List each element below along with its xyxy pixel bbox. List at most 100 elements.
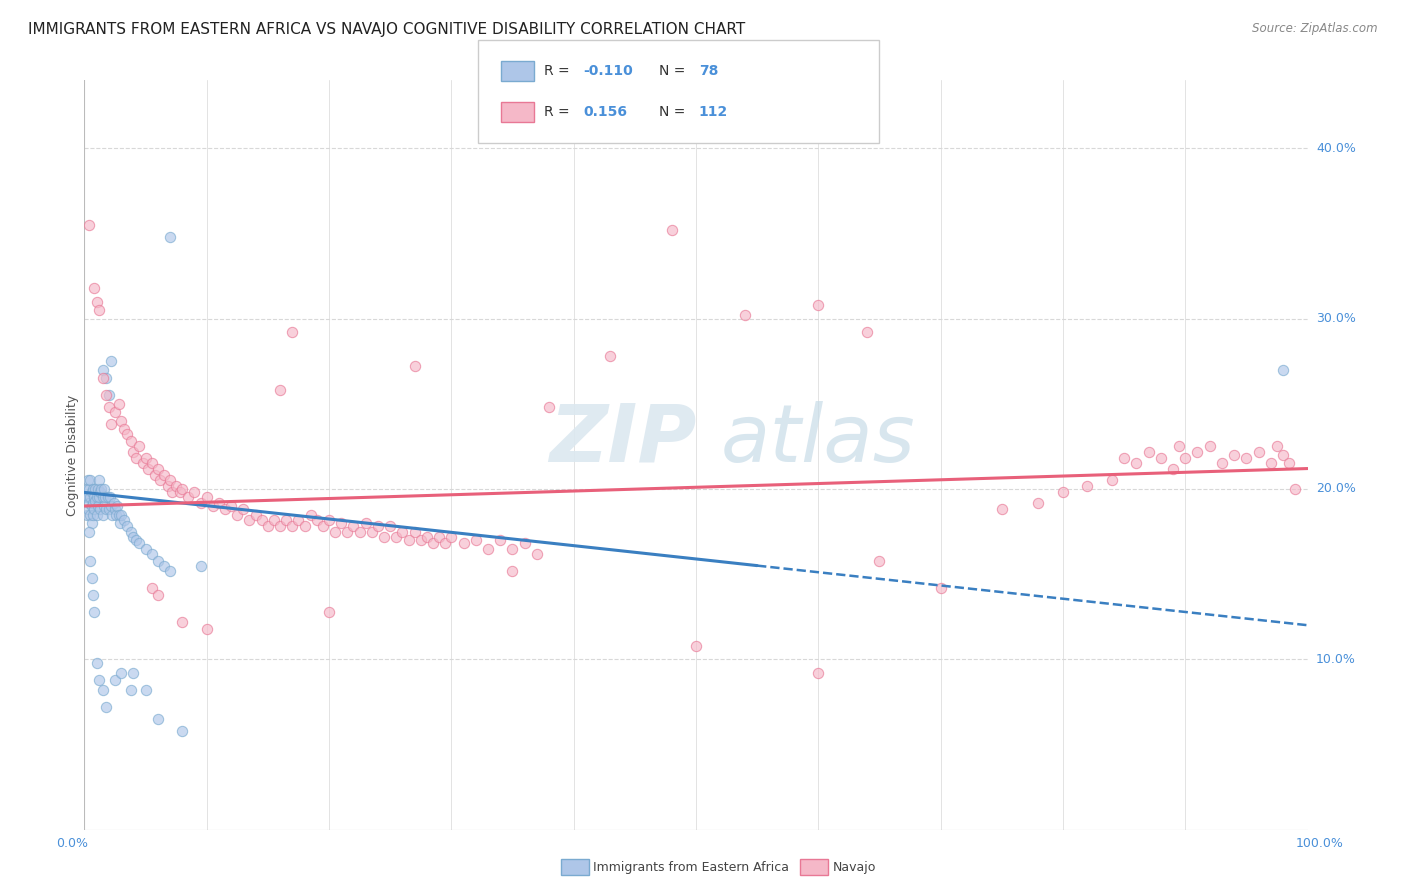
Point: [97, 401, 120, 415]
Point: [122, 444, 145, 458]
Point: [1187, 444, 1209, 458]
Point: [232, 502, 254, 516]
Point: [169, 485, 191, 500]
Point: [104, 673, 127, 687]
Point: [143, 468, 166, 483]
Point: [83, 281, 105, 295]
Point: [125, 451, 148, 466]
Point: [1125, 457, 1147, 471]
Point: [661, 223, 683, 237]
Point: [82, 588, 104, 602]
Point: [1137, 444, 1160, 458]
Point: [100, 354, 122, 368]
Text: Source: ZipAtlas.com: Source: ZipAtlas.com: [1253, 22, 1378, 36]
Point: [238, 513, 260, 527]
Text: 30.0%: 30.0%: [1316, 312, 1355, 326]
Point: [156, 478, 179, 492]
Point: [1114, 451, 1136, 466]
Point: [122, 530, 145, 544]
Point: [136, 461, 159, 475]
Text: N =: N =: [659, 64, 690, 78]
Text: atlas: atlas: [720, 401, 915, 479]
Point: [89, 502, 111, 516]
Point: [354, 516, 377, 530]
Point: [159, 564, 181, 578]
Point: [89, 485, 111, 500]
Point: [135, 451, 157, 466]
Point: [1174, 451, 1197, 466]
Point: [1247, 444, 1270, 458]
Point: [146, 553, 169, 567]
Point: [112, 422, 135, 436]
Text: 0.156: 0.156: [583, 105, 627, 119]
Point: [1260, 457, 1282, 471]
Point: [83, 502, 105, 516]
Point: [82, 495, 104, 509]
Point: [1028, 495, 1050, 509]
Point: [159, 230, 181, 244]
Point: [83, 605, 105, 619]
Point: [153, 468, 176, 483]
Point: [409, 533, 432, 547]
Point: [107, 397, 129, 411]
Point: [1211, 457, 1233, 471]
Point: [79, 553, 101, 567]
Point: [502, 541, 524, 556]
Point: [318, 605, 340, 619]
Point: [294, 519, 316, 533]
Point: [86, 656, 108, 670]
Point: [107, 508, 129, 522]
Point: [422, 536, 444, 550]
Point: [929, 581, 952, 595]
Point: [80, 516, 103, 530]
Point: [373, 530, 395, 544]
Point: [115, 519, 138, 533]
Point: [360, 524, 382, 539]
Point: [1052, 485, 1074, 500]
Point: [1236, 451, 1258, 466]
Point: [96, 388, 118, 402]
Point: [86, 491, 108, 505]
Point: [323, 524, 346, 539]
Point: [83, 491, 105, 505]
Point: [183, 485, 205, 500]
Point: [77, 218, 100, 232]
Point: [80, 485, 103, 500]
Point: [110, 665, 132, 680]
Point: [807, 665, 830, 680]
Point: [287, 513, 309, 527]
Point: [110, 414, 132, 428]
Text: 100.0%: 100.0%: [1296, 837, 1344, 850]
Point: [101, 508, 124, 522]
Point: [489, 533, 512, 547]
Text: ZIP: ZIP: [550, 401, 696, 479]
Point: [991, 502, 1014, 516]
Point: [177, 491, 200, 505]
Point: [76, 482, 98, 496]
Point: [1076, 478, 1098, 492]
Point: [91, 682, 114, 697]
Point: [380, 519, 402, 533]
Point: [77, 495, 100, 509]
Point: [128, 439, 150, 453]
Point: [1168, 439, 1191, 453]
Point: [1265, 439, 1288, 453]
Point: [172, 615, 194, 629]
Point: [1223, 448, 1246, 462]
Point: [734, 308, 756, 322]
Point: [91, 371, 114, 385]
Point: [93, 499, 115, 513]
Point: [90, 482, 112, 496]
Point: [84, 482, 107, 496]
Point: [75, 491, 97, 505]
Point: [87, 482, 110, 496]
Text: 78: 78: [699, 64, 718, 78]
Point: [132, 457, 155, 471]
Point: [146, 461, 169, 475]
Point: [219, 499, 242, 513]
Point: [77, 502, 100, 516]
Point: [80, 499, 103, 513]
Point: [856, 326, 879, 340]
Point: [195, 622, 218, 636]
Point: [79, 508, 101, 522]
